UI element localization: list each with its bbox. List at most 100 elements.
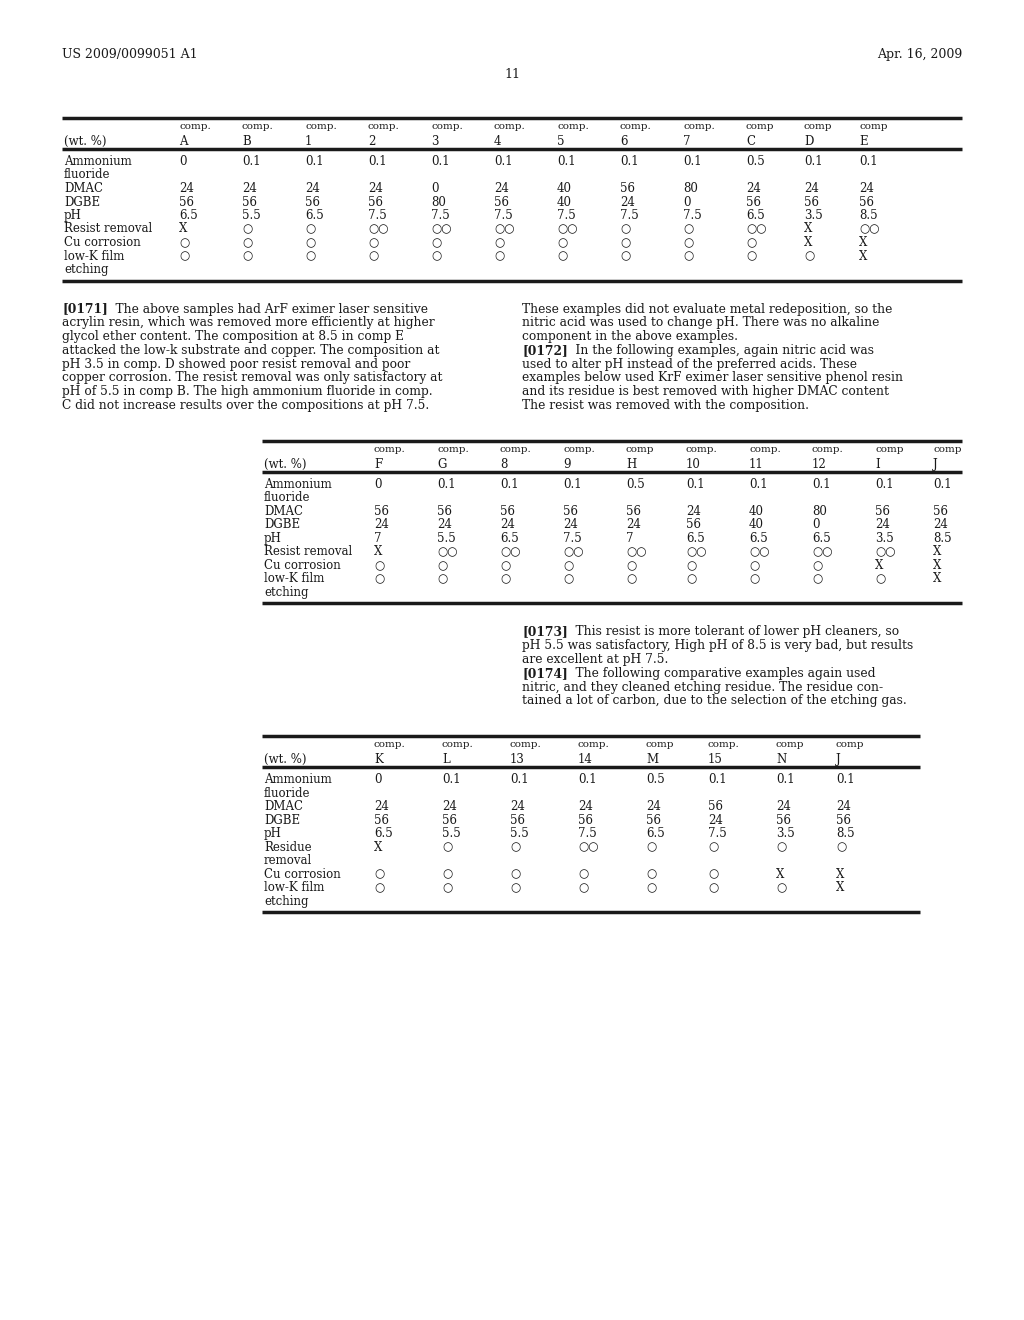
Text: ○: ○ xyxy=(305,249,315,263)
Text: 0.1: 0.1 xyxy=(305,154,324,168)
Text: ○: ○ xyxy=(242,223,252,235)
Text: 0.1: 0.1 xyxy=(620,154,639,168)
Text: 0: 0 xyxy=(812,519,819,532)
Text: 0.1: 0.1 xyxy=(804,154,822,168)
Text: comp: comp xyxy=(646,741,675,750)
Text: ○: ○ xyxy=(557,236,567,249)
Text: ○: ○ xyxy=(179,236,189,249)
Text: ○: ○ xyxy=(374,573,384,585)
Text: 24: 24 xyxy=(686,504,700,517)
Text: comp.: comp. xyxy=(374,741,406,750)
Text: 5.5: 5.5 xyxy=(442,828,461,841)
Text: 13: 13 xyxy=(510,754,525,766)
Text: ○: ○ xyxy=(305,223,315,235)
Text: ○: ○ xyxy=(626,573,636,585)
Text: 24: 24 xyxy=(933,519,948,532)
Text: ○○: ○○ xyxy=(578,841,598,854)
Text: 8.5: 8.5 xyxy=(933,532,951,545)
Text: 0.1: 0.1 xyxy=(578,774,597,787)
Text: ○○: ○○ xyxy=(686,545,707,558)
Text: ○: ○ xyxy=(708,867,718,880)
Text: ○○: ○○ xyxy=(368,223,388,235)
Text: 7: 7 xyxy=(683,135,690,148)
Text: pH: pH xyxy=(264,828,282,841)
Text: 24: 24 xyxy=(494,182,509,195)
Text: 0.1: 0.1 xyxy=(686,478,705,491)
Text: 40: 40 xyxy=(749,519,764,532)
Text: 5: 5 xyxy=(557,135,564,148)
Text: Resist removal: Resist removal xyxy=(264,545,352,558)
Text: 8.5: 8.5 xyxy=(859,209,878,222)
Text: 56: 56 xyxy=(804,195,819,209)
Text: ○: ○ xyxy=(500,558,510,572)
Text: H: H xyxy=(626,458,636,471)
Text: Residue: Residue xyxy=(264,841,311,854)
Text: ○○: ○○ xyxy=(431,223,452,235)
Text: (wt. %): (wt. %) xyxy=(264,458,306,471)
Text: 56: 56 xyxy=(933,504,948,517)
Text: comp.: comp. xyxy=(431,121,463,131)
Text: ○: ○ xyxy=(646,841,656,854)
Text: ○: ○ xyxy=(374,558,384,572)
Text: M: M xyxy=(646,754,658,766)
Text: ○○: ○○ xyxy=(437,545,458,558)
Text: ○: ○ xyxy=(500,573,510,585)
Text: 56: 56 xyxy=(626,504,641,517)
Text: ○: ○ xyxy=(437,573,447,585)
Text: 24: 24 xyxy=(708,813,723,826)
Text: comp: comp xyxy=(746,121,774,131)
Text: 7.5: 7.5 xyxy=(431,209,450,222)
Text: 24: 24 xyxy=(374,519,389,532)
Text: 40: 40 xyxy=(749,504,764,517)
Text: 2: 2 xyxy=(368,135,376,148)
Text: ○○: ○○ xyxy=(494,223,514,235)
Text: 3.5: 3.5 xyxy=(874,532,894,545)
Text: 0.5: 0.5 xyxy=(746,154,765,168)
Text: 24: 24 xyxy=(442,800,457,813)
Text: comp.: comp. xyxy=(620,121,651,131)
Text: 7.5: 7.5 xyxy=(620,209,639,222)
Text: 6.5: 6.5 xyxy=(686,532,705,545)
Text: ○: ○ xyxy=(620,249,630,263)
Text: 40: 40 xyxy=(557,195,572,209)
Text: and its residue is best removed with higher DMAC content: and its residue is best removed with hig… xyxy=(522,385,889,399)
Text: X: X xyxy=(836,882,845,894)
Text: ○: ○ xyxy=(179,249,189,263)
Text: X: X xyxy=(374,841,382,854)
Text: 7.5: 7.5 xyxy=(708,828,727,841)
Text: ○: ○ xyxy=(746,236,757,249)
Text: pH of 5.5 in comp B. The high ammonium fluoride in comp.: pH of 5.5 in comp B. The high ammonium f… xyxy=(62,385,432,399)
Text: ○: ○ xyxy=(431,236,441,249)
Text: ○: ○ xyxy=(683,223,693,235)
Text: 56: 56 xyxy=(563,504,578,517)
Text: 24: 24 xyxy=(836,800,851,813)
Text: ○: ○ xyxy=(749,573,759,585)
Text: glycol ether content. The composition at 8.5 in comp E: glycol ether content. The composition at… xyxy=(62,330,404,343)
Text: 0: 0 xyxy=(431,182,438,195)
Text: 0.5: 0.5 xyxy=(626,478,645,491)
Text: X: X xyxy=(933,545,941,558)
Text: 0.1: 0.1 xyxy=(708,774,727,787)
Text: In the following examples, again nitric acid was: In the following examples, again nitric … xyxy=(560,345,874,356)
Text: ○○: ○○ xyxy=(749,545,769,558)
Text: 24: 24 xyxy=(563,519,578,532)
Text: 6.5: 6.5 xyxy=(646,828,665,841)
Text: ○: ○ xyxy=(563,558,573,572)
Text: comp: comp xyxy=(859,121,888,131)
Text: L: L xyxy=(442,754,450,766)
Text: comp.: comp. xyxy=(494,121,525,131)
Text: 24: 24 xyxy=(500,519,515,532)
Text: comp.: comp. xyxy=(563,445,595,454)
Text: comp.: comp. xyxy=(557,121,589,131)
Text: X: X xyxy=(933,573,941,585)
Text: D: D xyxy=(804,135,813,148)
Text: 7.5: 7.5 xyxy=(557,209,575,222)
Text: etching: etching xyxy=(264,586,308,599)
Text: 8.5: 8.5 xyxy=(836,828,855,841)
Text: 0: 0 xyxy=(374,478,382,491)
Text: ○○: ○○ xyxy=(859,223,880,235)
Text: 0.1: 0.1 xyxy=(836,774,855,787)
Text: 24: 24 xyxy=(626,519,641,532)
Text: ○: ○ xyxy=(442,867,453,880)
Text: 56: 56 xyxy=(494,195,509,209)
